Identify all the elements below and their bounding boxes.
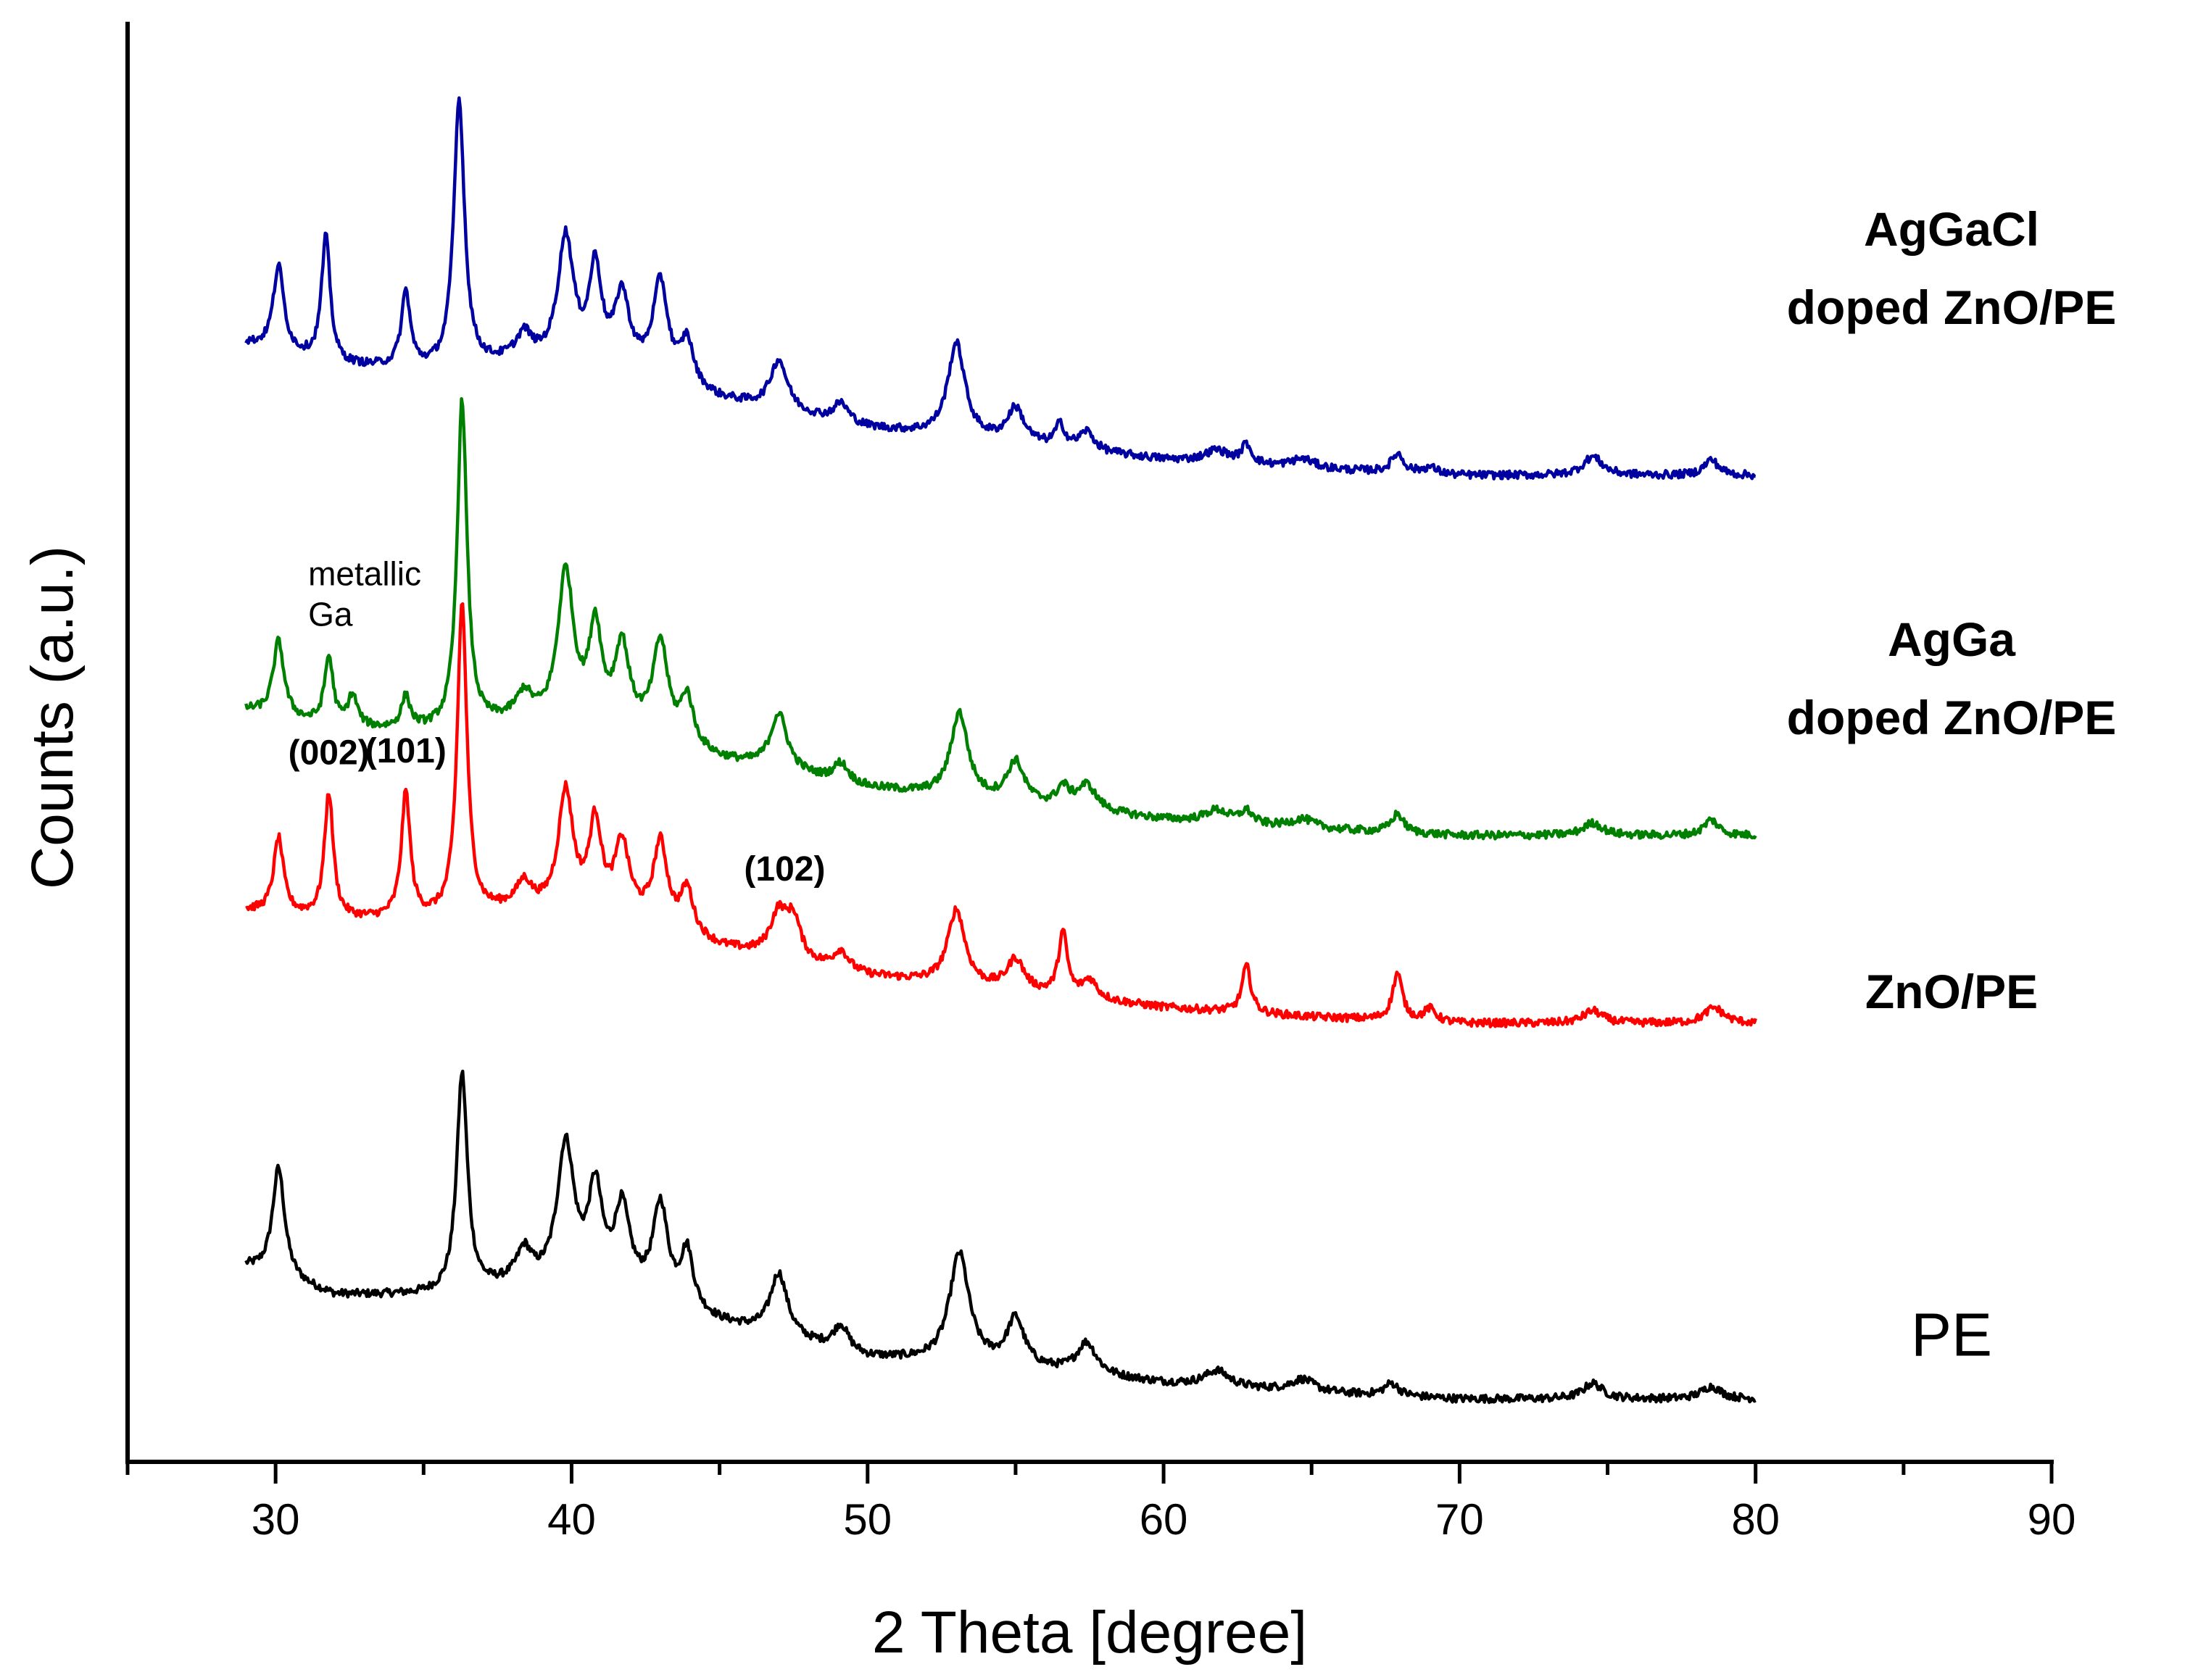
x-tick-label-80: 80	[1731, 1495, 1780, 1544]
series-labels: PE ZnO/PE AgGa doped ZnO/PE AgGaCl doped ZnO/…	[1787, 202, 2117, 1368]
annotation-metallic-3: metallic	[308, 555, 421, 593]
x-tick-label-60: 60	[1140, 1495, 1188, 1544]
series-label-agga-doped-zno-pe-line-1: AgGa	[1888, 612, 2016, 666]
series-label-aggacl-doped-zno-pe-line-2: doped ZnO/PE	[1787, 280, 2117, 334]
annotation-101-1: (101)	[365, 732, 447, 770]
y-axis-title: Counts (a.u.)	[20, 546, 86, 889]
x-tick-label-50: 50	[843, 1495, 892, 1544]
series-line-aggacl-doped-zno-pe	[244, 96, 1757, 481]
annotation-002-0: (002)	[289, 733, 370, 772]
x-tick-label-30: 30	[252, 1495, 300, 1544]
series-label-zno-pe-line-1: ZnO/PE	[1865, 965, 2038, 1018]
x-tick-label-90: 90	[2028, 1495, 2076, 1544]
series-label-aggacl-doped-zno-pe-line-1: AgGaCl	[1864, 202, 2039, 256]
series-line-zno-pe	[245, 602, 1757, 1028]
series-label-pe-line-1: PE	[1911, 1301, 1992, 1369]
annotation-102-2: (102)	[744, 850, 825, 889]
annotation-ga-3: Ga	[308, 596, 353, 633]
x-tick-label-70: 70	[1435, 1495, 1484, 1544]
series-label-agga-doped-zno-pe-line-2: doped ZnO/PE	[1787, 691, 2117, 744]
x-ticks: 30 40 50 60 70 80 90	[125, 1462, 2076, 1544]
x-axis-title: 2 Theta [degree]	[872, 1600, 1307, 1666]
axes	[125, 22, 2054, 1464]
series-line-agga-doped-zno-pe	[244, 396, 1757, 841]
x-tick-label-40: 40	[547, 1495, 596, 1544]
series-line-pe	[244, 1069, 1757, 1405]
series-layer	[244, 96, 1757, 1405]
